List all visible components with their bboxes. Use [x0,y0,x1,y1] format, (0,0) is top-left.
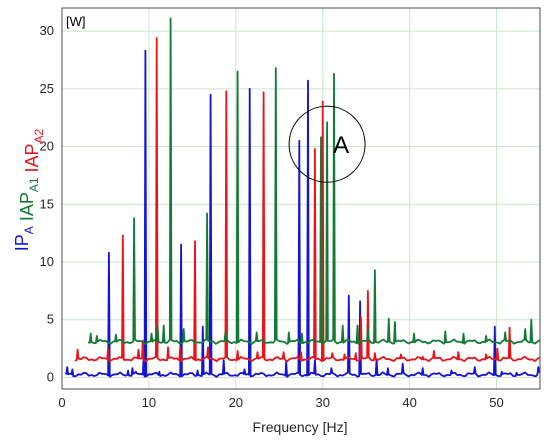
annotation-label: A [333,132,349,159]
x-axis-label: Frequency [Hz] [253,419,348,435]
series-line [87,17,541,345]
tick-labels: 0 10 20 30 40 50 0 5 10 15 20 25 30 [40,23,504,410]
y-tick-label: 5 [47,312,54,327]
y-label-part: IAP [17,192,37,226]
x-tick-label: 40 [402,395,416,410]
y-tick-label: 20 [40,139,54,154]
y-tick-label: 0 [47,369,54,384]
y-label-subscript: A [22,226,36,234]
x-tick-label: 0 [58,395,65,410]
y-label-part: IAP [22,143,42,177]
plot-background [62,8,540,389]
x-tick-label: 20 [229,395,243,410]
x-tick-label: 30 [315,395,329,410]
grid-lines [61,8,540,389]
y-label-subscript: A2 [32,128,46,143]
annotation-circle [288,105,366,183]
series-line [74,37,541,363]
y-tick-label: 25 [40,81,54,96]
plot-frame [61,7,541,390]
unit-label: [W] [66,14,86,29]
series-line [64,49,540,378]
y-label-subscript: A1 [27,177,41,192]
series-layer [64,17,541,378]
y-tick-label: 10 [40,254,54,269]
x-tick-label: 10 [142,395,156,410]
y-axis-label: IPA IAPA1 IAPA2 [12,128,46,251]
y-tick-label: 15 [40,196,54,211]
annotation-a: A [288,105,366,183]
x-tick-label: 50 [489,395,503,410]
y-tick-label: 30 [40,23,54,38]
y-label-part: IP [12,234,32,251]
